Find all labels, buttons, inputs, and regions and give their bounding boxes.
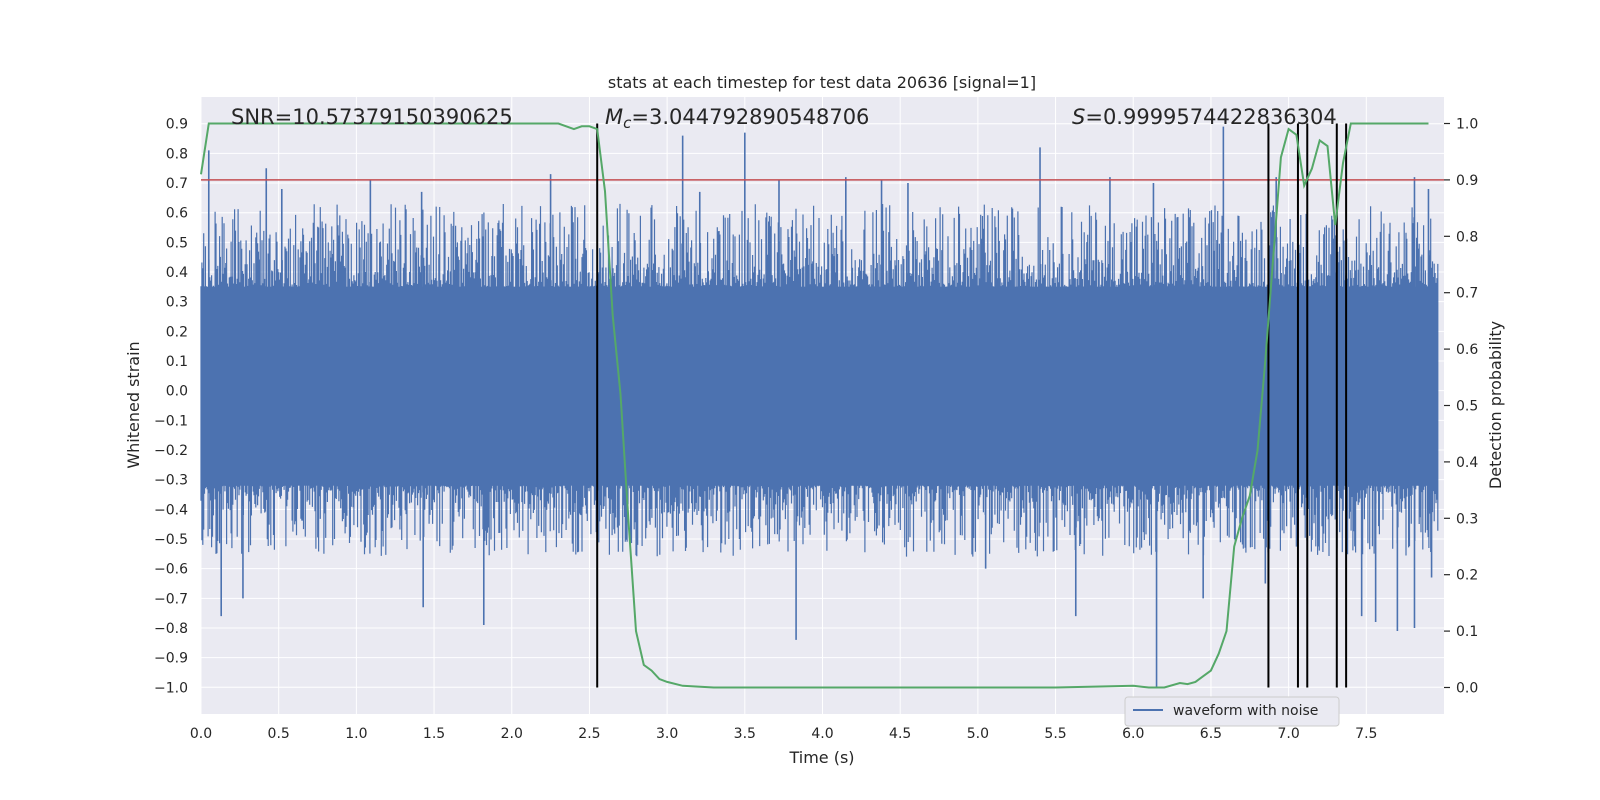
chart-title: stats at each timestep for test data 206… bbox=[608, 73, 1036, 92]
x-tick-label: 2.5 bbox=[578, 726, 600, 742]
y-tick-label: 0.7 bbox=[166, 176, 188, 192]
x-tick-label: 3.0 bbox=[656, 726, 678, 742]
x-tick-label: 4.0 bbox=[811, 726, 833, 742]
x-tick-label: 5.0 bbox=[967, 726, 989, 742]
snr-annotation: SNR=10.57379150390625 bbox=[231, 105, 513, 129]
y-tick-label: 0.1 bbox=[166, 354, 188, 370]
y-tick-label: −0.6 bbox=[154, 562, 188, 578]
x-tick-label: 5.5 bbox=[1044, 726, 1066, 742]
y-tick-label: 0.8 bbox=[166, 146, 188, 162]
probability-series bbox=[200, 122, 1429, 689]
waveform-series bbox=[200, 126, 1439, 688]
x-tick-label: 6.0 bbox=[1122, 726, 1144, 742]
y-tick-label: −0.3 bbox=[154, 473, 188, 489]
x-tick-label: 2.0 bbox=[501, 726, 523, 742]
y-tick-label: 0.9 bbox=[166, 117, 188, 133]
x-tick-label: 4.5 bbox=[889, 726, 911, 742]
y-axis-title: Whitened strain bbox=[124, 341, 143, 468]
y-tick-label: 0.0 bbox=[166, 384, 188, 400]
y-tick-label: 0.3 bbox=[166, 295, 188, 311]
y2-tick-label: 0.1 bbox=[1456, 624, 1478, 640]
legend-box bbox=[1124, 696, 1340, 727]
y2-tick-label: 1.0 bbox=[1456, 117, 1478, 133]
y2-tick-label: 0.3 bbox=[1456, 511, 1478, 527]
mc-annotation: Mc=3.044792890548706 bbox=[605, 105, 869, 132]
y2-tick-label: 0.7 bbox=[1456, 286, 1478, 302]
mc-subscript: c bbox=[623, 114, 632, 132]
x-tick-label: 1.5 bbox=[423, 726, 445, 742]
y2-axis-ticks: 1.0 0.9 0.8 0.7 0.6 0.5 0.4 0.3 0.2 0.1 0.0 bbox=[1444, 117, 1478, 696]
waveform-noise-trace bbox=[200, 203, 1439, 557]
y-tick-label: 0.6 bbox=[166, 206, 188, 222]
x-axis-title: Time (s) bbox=[788, 748, 854, 767]
y-tick-label: −0.8 bbox=[154, 621, 188, 637]
y-tick-label: −0.1 bbox=[154, 413, 188, 429]
legend-label: waveform with noise bbox=[1173, 703, 1318, 719]
legend: waveform with noise bbox=[1124, 696, 1340, 727]
y-tick-label: 0.4 bbox=[166, 265, 188, 281]
y2-tick-label: 0.8 bbox=[1456, 229, 1478, 245]
x-tick-label: 7.0 bbox=[1277, 726, 1299, 742]
x-tick-label: 1.0 bbox=[345, 726, 367, 742]
x-axis-ticks: 0.0 0.5 1.0 1.5 2.0 2.5 3.0 3.5 4.0 4.5 5.0 5.5 6.0 6… bbox=[190, 726, 1378, 742]
x-tick-label: 7.5 bbox=[1355, 726, 1377, 742]
y-tick-label: 0.5 bbox=[166, 235, 188, 251]
vertical-markers bbox=[596, 123, 1348, 688]
y2-axis-title: Detection probability bbox=[1486, 321, 1505, 489]
s-value: =0.9999574422836304 bbox=[1085, 105, 1336, 129]
x-tick-label: 0.5 bbox=[268, 726, 290, 742]
y-tick-label: −0.7 bbox=[154, 591, 188, 607]
y2-tick-label: 0.4 bbox=[1456, 455, 1478, 471]
y-tick-label: −0.4 bbox=[154, 502, 188, 518]
x-tick-label: 6.5 bbox=[1200, 726, 1222, 742]
x-tick-label: 3.5 bbox=[734, 726, 756, 742]
mc-symbol: M bbox=[605, 105, 623, 129]
y-tick-label: −0.9 bbox=[154, 651, 188, 667]
y2-tick-label: 0.2 bbox=[1456, 568, 1478, 584]
y-tick-label: −1.0 bbox=[154, 680, 188, 696]
y2-tick-label: 0.9 bbox=[1456, 173, 1478, 189]
y-tick-label: 0.2 bbox=[166, 324, 188, 340]
s-symbol: S bbox=[1072, 105, 1085, 129]
y2-tick-label: 0.5 bbox=[1456, 399, 1478, 415]
y-axis-ticks: 0.9 0.8 0.7 0.6 0.5 0.4 0.3 0.2 0.1 0.0 −0.1 −0.2 −0… bbox=[154, 117, 188, 697]
y-tick-label: −0.5 bbox=[154, 532, 188, 548]
y-tick-label: −0.2 bbox=[154, 443, 188, 459]
mc-value: =3.044792890548706 bbox=[631, 105, 869, 129]
x-tick-label: 0.0 bbox=[190, 726, 212, 742]
s-annotation: S=0.9999574422836304 bbox=[1072, 105, 1337, 129]
probability-line bbox=[200, 122, 1429, 689]
y2-tick-label: 0.0 bbox=[1456, 680, 1478, 696]
y2-tick-label: 0.6 bbox=[1456, 342, 1478, 358]
